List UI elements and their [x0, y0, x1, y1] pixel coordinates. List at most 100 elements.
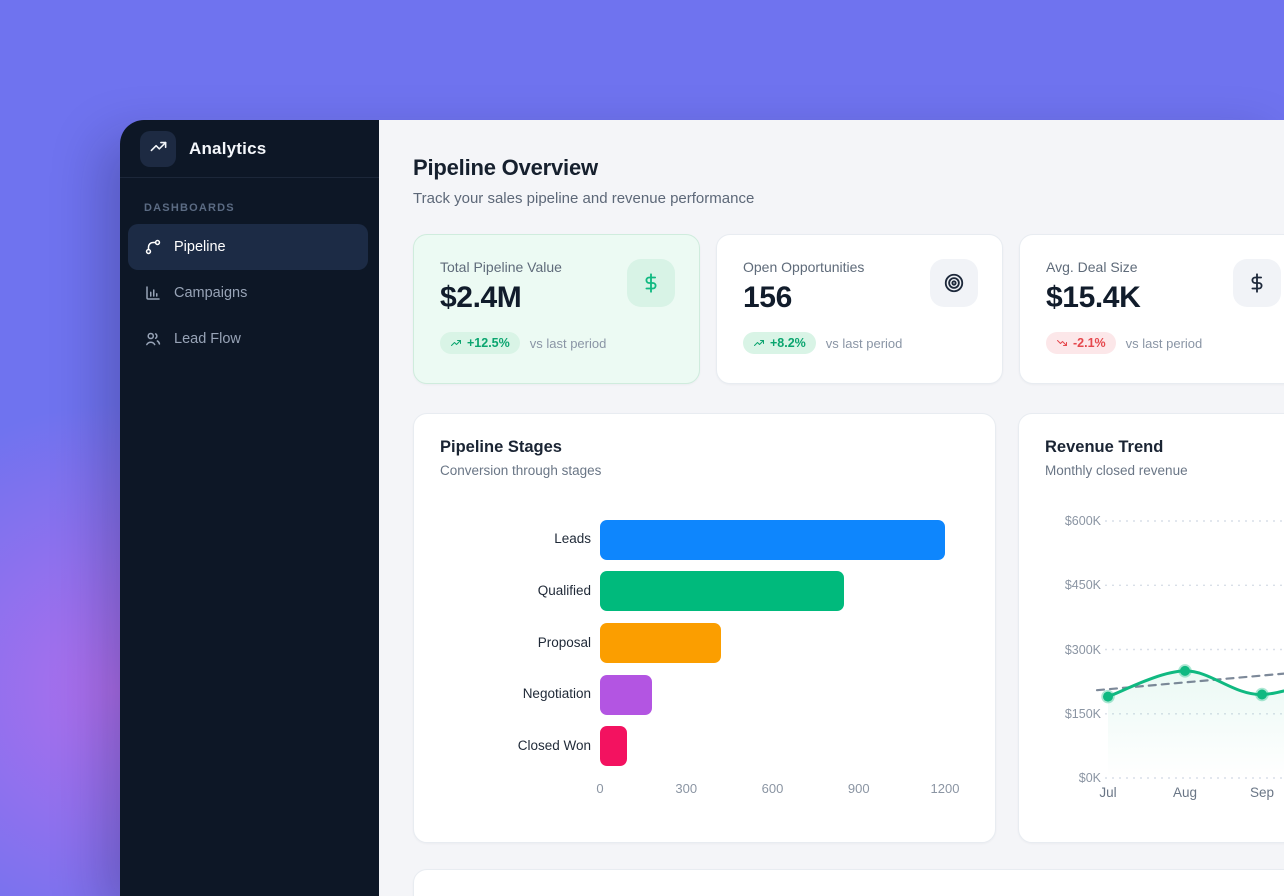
bar-row: Negotiation: [440, 669, 969, 721]
analytics-logo: [140, 130, 176, 167]
bar-track: [600, 674, 945, 715]
revenue-point-jul[interactable]: [1101, 689, 1115, 704]
sidebar-nav: Pipeline Campaigns Lead Flow: [120, 224, 379, 362]
pipeline-stages-chart: Leads Qualified Proposal Negotiation Closed …: [440, 514, 969, 772]
revenue-trend-chart: $0K $150K $300K $450K $600K Jul Aug Sep: [1019, 414, 1284, 842]
app-title: Analytics: [189, 138, 267, 158]
x-tick-label: 1200: [930, 780, 960, 796]
revenue-trend-subtitle: Monthly closed revenue: [1045, 463, 1188, 478]
sidebar: Analytics DASHBOARDS Pipeline Campaigns Le…: [120, 120, 379, 896]
trending-down-icon: [1057, 340, 1067, 346]
sidebar-section-label: DASHBOARDS: [144, 202, 235, 214]
kpi-row: Total Pipeline Value $2.4M +12.5% vs last p…: [413, 234, 1284, 384]
bar-row: Closed Won: [440, 720, 969, 772]
sidebar-item-campaigns[interactable]: Campaigns: [128, 270, 368, 316]
pipeline-stages-title: Pipeline Stages: [440, 438, 562, 456]
y-tick-label: $0K: [1078, 771, 1101, 785]
revenue-point-aug[interactable]: [1178, 664, 1192, 678]
bar-chart-icon: [146, 286, 160, 300]
kpi-value: $15.4K: [1046, 281, 1141, 314]
page-title: Pipeline Overview: [413, 155, 598, 180]
bar-track: [600, 519, 945, 560]
revenue-line: [1106, 669, 1284, 699]
kpi-card-avg-deal-size: Avg. Deal Size $15.4K -2.1% vs last period: [1019, 234, 1284, 384]
kpi-card-open-opportunities: Open Opportunities 156 +8.2% vs last period: [716, 234, 1003, 384]
delta-value: +8.2%: [770, 336, 806, 350]
y-tick-label: $150K: [1064, 706, 1101, 721]
trending-up-icon: [754, 340, 764, 346]
x-month-label: Sep: [1249, 785, 1275, 800]
bar-track: [600, 571, 945, 612]
bar-category-label: Closed Won: [517, 737, 591, 753]
kpi-footer: +8.2% vs last period: [743, 332, 976, 354]
bar-qualified[interactable]: [600, 571, 845, 612]
sidebar-item-label: Pipeline: [174, 239, 226, 255]
x-tick-label: 600: [761, 780, 784, 796]
dollar-icon: [1251, 273, 1263, 293]
trending-up-icon: [451, 340, 461, 346]
revenue-trend-title: Revenue Trend: [1045, 438, 1164, 456]
delta-badge: -2.1%: [1046, 332, 1116, 354]
bar-x-axis: 0 300 600 900 1200: [596, 780, 959, 801]
sidebar-item-pipeline[interactable]: Pipeline: [128, 224, 368, 270]
bar-track: [600, 726, 945, 767]
bar-category-label: Leads: [554, 531, 591, 547]
revenue-area: [1108, 670, 1284, 778]
users-icon: [146, 332, 161, 346]
bar-leads[interactable]: [600, 519, 945, 560]
compare-label: vs last period: [825, 335, 903, 351]
bar-row: Qualified: [440, 566, 969, 618]
revenue-trend-card: Revenue Trend Monthly closed revenue $0K…: [1018, 413, 1284, 843]
bar-category-label: Qualified: [537, 582, 591, 598]
kpi-label: Total Pipeline Value: [440, 259, 562, 275]
x-month-label: Aug: [1172, 785, 1198, 800]
bar-proposal[interactable]: [600, 622, 721, 663]
kpi-footer: -2.1% vs last period: [1046, 332, 1279, 354]
x-tick-label: 300: [675, 780, 698, 796]
main-content: Pipeline Overview Track your sales pipel…: [379, 120, 1284, 896]
kpi-value: $2.4M: [440, 281, 522, 314]
bar-category-label: Negotiation: [522, 686, 591, 702]
x-tick-label: 0: [596, 780, 604, 796]
delta-badge: +8.2%: [743, 332, 816, 354]
revenue-line-svg: [1095, 520, 1284, 779]
compare-label: vs last period: [1125, 335, 1203, 351]
kpi-icon-box: [627, 259, 675, 307]
pipeline-stages-card: Pipeline Stages Conversion through stage…: [413, 413, 996, 843]
dollar-icon: [645, 273, 657, 293]
sidebar-item-label: Lead Flow: [174, 331, 241, 347]
revenue-point-sep[interactable]: [1255, 687, 1269, 702]
delta-value: -2.1%: [1073, 336, 1106, 350]
pipeline-stages-subtitle: Conversion through stages: [440, 463, 602, 478]
y-tick-label: $300K: [1064, 642, 1101, 657]
trending-up-icon: [150, 141, 166, 151]
bar-track: [600, 622, 945, 663]
bar-row: Leads: [440, 514, 969, 566]
trending-up-icon: [149, 137, 168, 161]
delta-badge: +12.5%: [440, 332, 520, 354]
kpi-label: Avg. Deal Size: [1046, 259, 1138, 275]
bar-row: Proposal: [440, 617, 969, 669]
delta-value: +12.5%: [467, 336, 510, 350]
bar-category-label: Proposal: [537, 634, 591, 650]
sidebar-header: Analytics: [120, 120, 379, 178]
kpi-label: Open Opportunities: [743, 259, 865, 275]
kpi-icon-box: [930, 259, 978, 307]
kpi-footer: +12.5% vs last period: [440, 332, 673, 354]
bar-closed-won[interactable]: [600, 726, 628, 767]
app-window: Analytics DASHBOARDS Pipeline Campaigns Le…: [120, 120, 1284, 896]
kpi-icon-box: [1233, 259, 1281, 307]
kpi-value: 156: [743, 281, 792, 314]
waypoints-icon: [145, 239, 161, 255]
bottom-card-partial: [413, 869, 1284, 896]
page-subtitle: Track your sales pipeline and revenue pe…: [413, 190, 755, 207]
x-month-label: Jul: [1099, 785, 1117, 800]
x-tick-label: 900: [847, 780, 870, 796]
bar-negotiation[interactable]: [600, 674, 652, 715]
trend-dashed-line: [1095, 672, 1284, 692]
compare-label: vs last period: [529, 335, 607, 351]
charts-row: Pipeline Stages Conversion through stage…: [413, 413, 1284, 843]
y-tick-label: $450K: [1064, 578, 1101, 593]
sidebar-item-lead-flow[interactable]: Lead Flow: [128, 316, 368, 362]
sidebar-item-label: Campaigns: [174, 285, 248, 301]
